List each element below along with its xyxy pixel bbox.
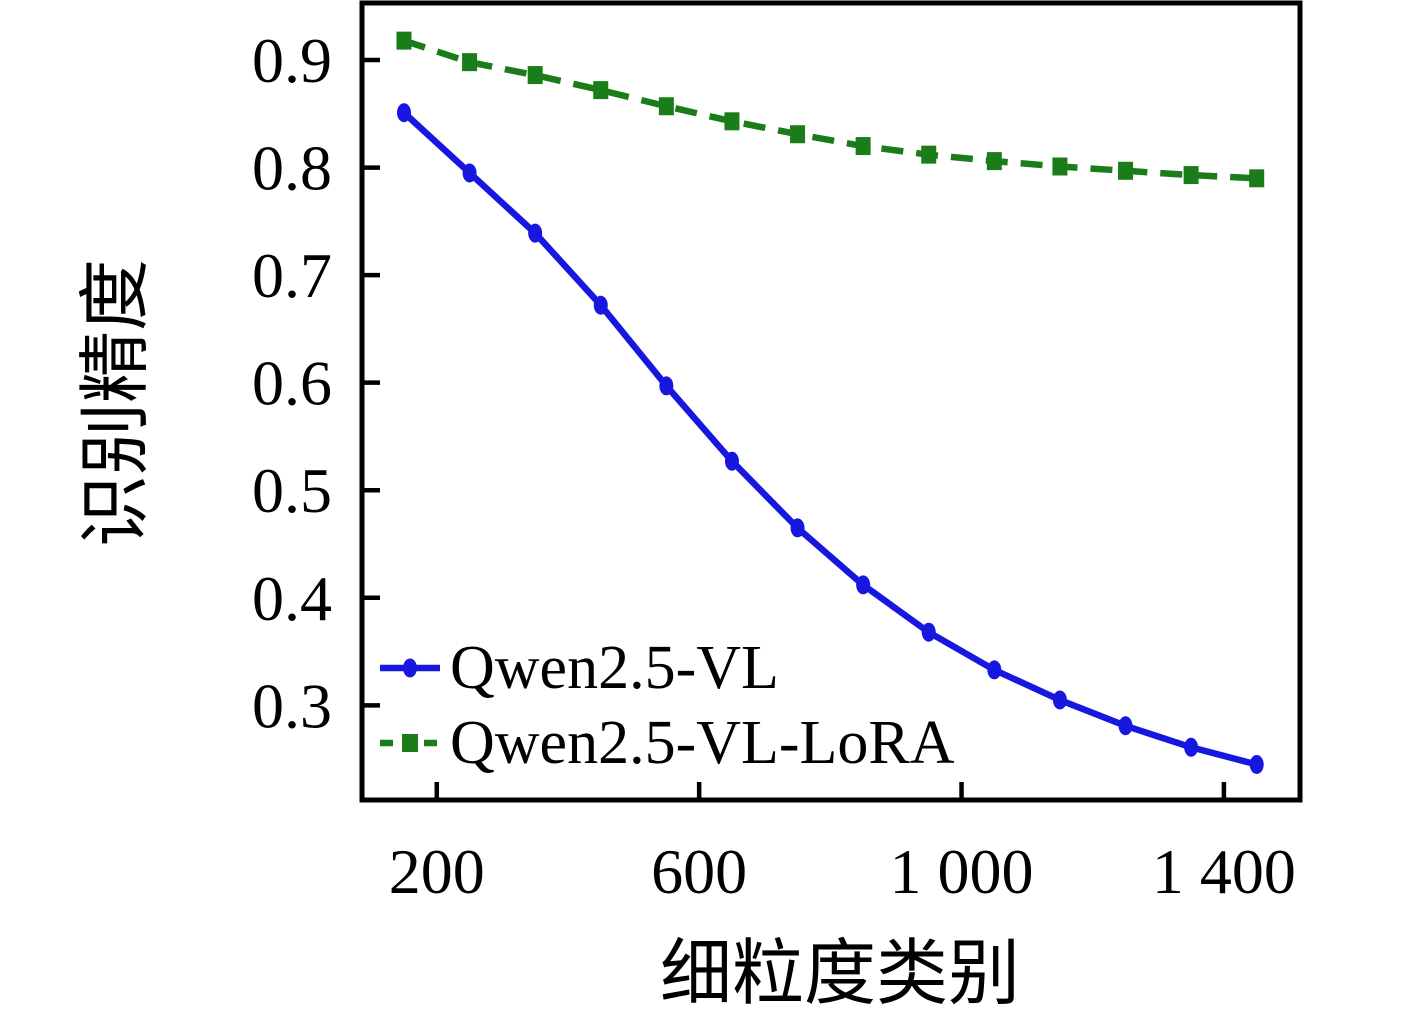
y-axis-tick-labels: 0.3 0.4 0.5 0.6 0.7 0.8 0.9 [252, 25, 332, 741]
legend-circle-marker [403, 658, 417, 678]
data-point-square [462, 53, 478, 72]
series-line [402, 37, 1257, 182]
x-tick-label: 1 000 [890, 836, 1034, 907]
data-point-square [593, 81, 609, 100]
data-point-circle [1249, 755, 1264, 775]
x-axis-ticks [434, 782, 1227, 800]
y-tick-label: 0.6 [252, 348, 332, 419]
data-point-circle [462, 163, 477, 183]
data-point-square [1118, 161, 1134, 180]
y-tick-label: 0.4 [252, 563, 332, 634]
x-axis-label: 细粒度类别 [660, 934, 1020, 1014]
data-point-circle [1118, 716, 1133, 736]
data-point-circle [659, 376, 674, 396]
data-point-circle [1184, 737, 1199, 757]
data-point-circle [921, 622, 936, 642]
data-point-square [921, 145, 937, 164]
x-axis-tick-labels: 200 600 1 000 1 400 [389, 836, 1296, 907]
x-tick-label: 1 400 [1152, 836, 1296, 907]
data-point-square [855, 137, 871, 156]
data-point-circle [593, 295, 608, 315]
data-point-square [658, 97, 674, 116]
x-tick-label: 200 [389, 836, 485, 907]
y-tick-label: 0.3 [252, 670, 332, 741]
y-tick-label: 0.5 [252, 455, 332, 526]
legend-square-marker [402, 734, 418, 752]
legend: Qwen2.5-VL Qwen2.5-VL-LoRA [380, 634, 955, 777]
data-point-circle [724, 451, 739, 471]
data-point-square [1183, 166, 1199, 185]
y-tick-label: 0.8 [252, 133, 332, 204]
series-qwen2-5-vl [396, 103, 1264, 775]
y-axis-ticks [362, 57, 380, 708]
data-point-circle [396, 103, 411, 123]
x-tick-label: 600 [651, 836, 747, 907]
legend-item-qwen25-vl: Qwen2.5-VL [380, 634, 779, 702]
data-point-square [1052, 157, 1068, 176]
data-point-circle [1052, 690, 1067, 710]
y-tick-label: 0.7 [252, 240, 332, 311]
series-line [401, 110, 1258, 768]
data-point-square [1249, 169, 1265, 188]
legend-item-qwen25-vl-lora: Qwen2.5-VL-LoRA [380, 709, 955, 777]
data-point-square [790, 125, 806, 144]
series-qwen2-5-vl-lora [396, 31, 1265, 188]
y-tick-label: 0.9 [252, 25, 332, 96]
data-point-square [527, 66, 543, 85]
data-point-circle [790, 518, 805, 538]
data-point-circle [528, 223, 543, 243]
y-axis-label: 识别精度 [76, 259, 156, 547]
plot-border [359, 0, 1303, 803]
data-point-square [396, 31, 412, 50]
data-point-circle [856, 575, 871, 595]
data-point-circle [987, 660, 1002, 680]
data-point-square [986, 152, 1002, 171]
legend-label-qwen25-vl: Qwen2.5-VL [450, 634, 779, 702]
legend-label-qwen25-vl-lora: Qwen2.5-VL-LoRA [450, 709, 955, 777]
data-point-square [724, 112, 740, 131]
series-layer [396, 31, 1265, 775]
